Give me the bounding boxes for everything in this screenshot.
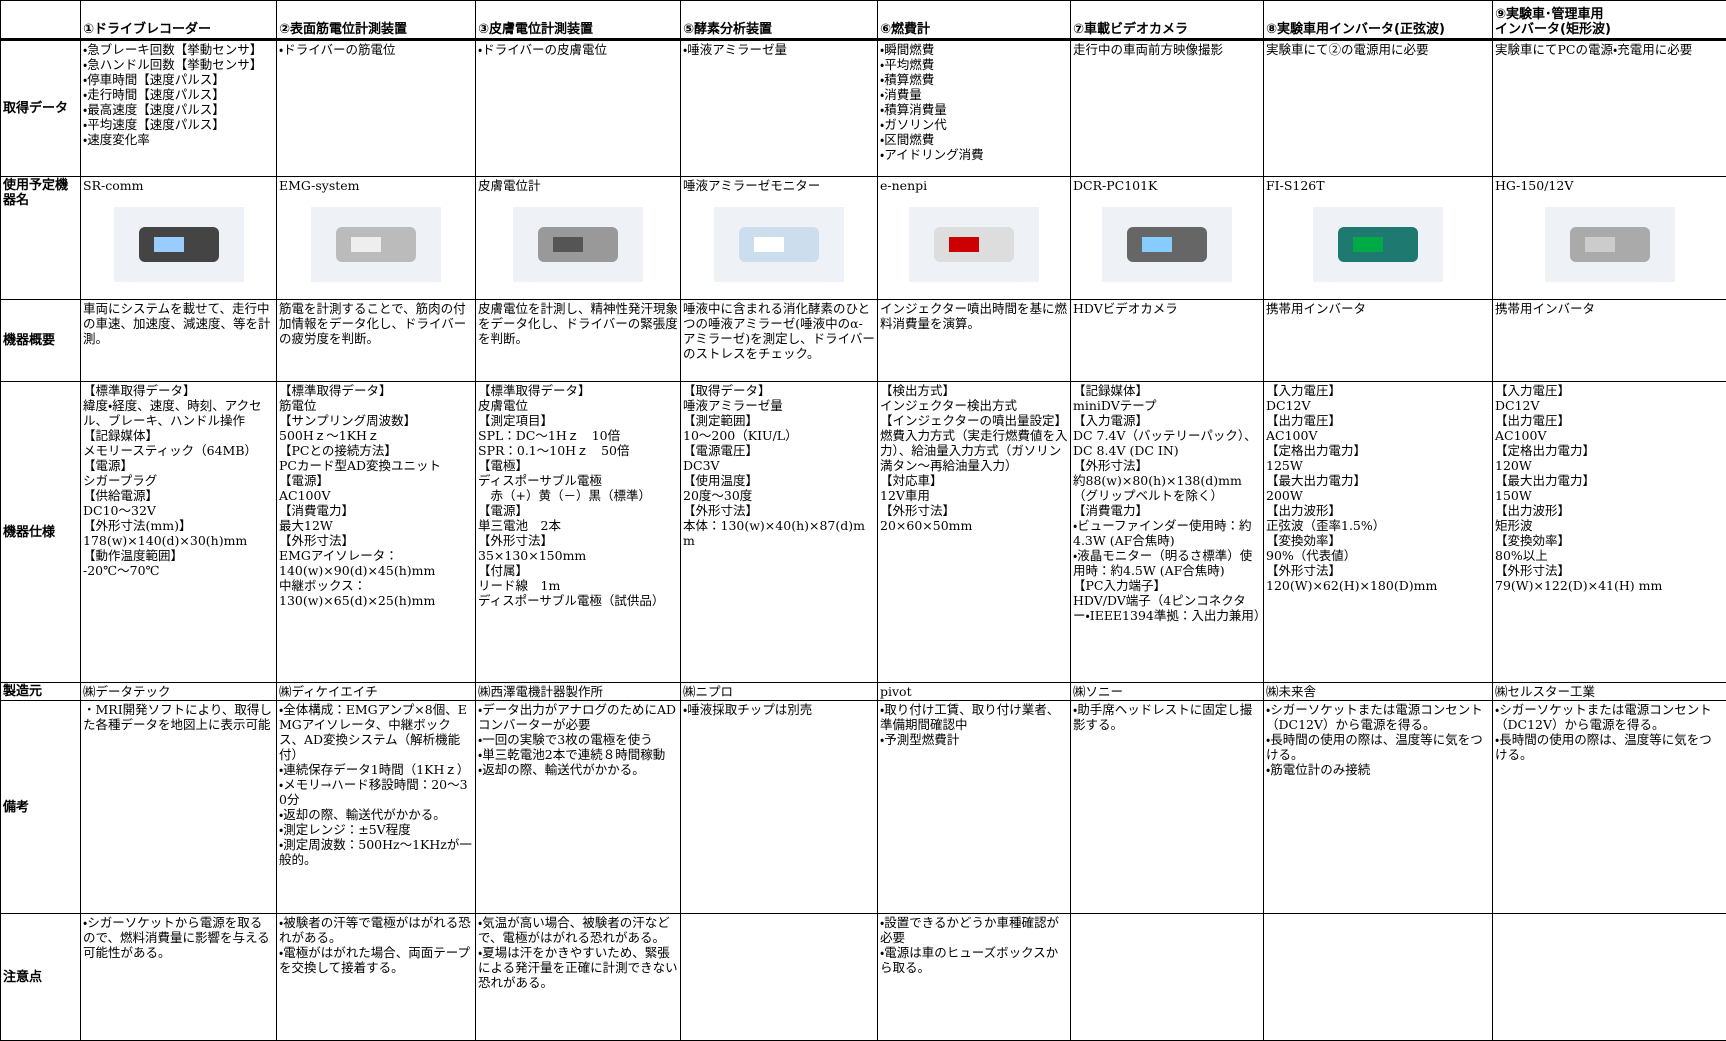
column-header: ⑧実験車用インバータ(正弦波) xyxy=(1264,1,1493,40)
cell: 実験車にてPCの電源・充電用に必要 xyxy=(1493,40,1726,177)
device-photo xyxy=(94,197,264,292)
cell: e-nenpi xyxy=(878,177,1071,300)
cell: ・唾液アミラーゼ量 xyxy=(681,40,878,177)
table-row: 機器仕様【標準取得データ】 緯度・経度、速度、時刻、アクセル、ブレーキ、ハンドル… xyxy=(1,382,1726,683)
column-header: ⑤酵素分析装置 xyxy=(681,1,878,40)
cell: 皮膚電位計 xyxy=(476,177,681,300)
device-name: e-nenpi xyxy=(880,178,1068,193)
cell: ㈱ディケイエイチ xyxy=(277,683,476,701)
cell: ㈱セルスター工業 xyxy=(1493,683,1726,701)
device-name: SR-comm xyxy=(83,178,274,193)
cell: 【入力電圧】 DC12V 【出力電圧】 AC100V 【定格出力電力】 120W… xyxy=(1493,382,1726,683)
cell: ・急ブレーキ回数【挙動センサ】 ・急ハンドル回数【挙動センサ】 ・停車時間【速度… xyxy=(81,40,277,177)
cell: ・唾液採取チップは別売 xyxy=(681,701,878,914)
device-photo xyxy=(694,197,864,292)
cell: ・MRI開発ソフトにより、取得した各種データを地図上に表示可能 xyxy=(81,701,277,914)
cell: ・シガーソケットまたは電源コンセント（DC12V）から電源を得る。 ・長時間の使… xyxy=(1493,701,1726,914)
cell: 車両にシステムを載せて、走行中の車速、加速度、減速度、等を計測。 xyxy=(81,300,277,382)
cell: ・気温が高い場合、被験者の汗などで、電極がはがれる恐れがある。 ・夏場は汗をかき… xyxy=(476,914,681,1041)
cell: SR-comm xyxy=(81,177,277,300)
column-header: ①ドライブレコーダー xyxy=(81,1,277,40)
cell: 携帯用インバータ xyxy=(1493,300,1726,382)
cell: ・シガーソケットから電源を取るので、燃料消費量に影響を与える可能性がある。 xyxy=(81,914,277,1041)
device-name: 唾液アミラーゼモニター xyxy=(683,178,875,193)
device-name: FI-S126T xyxy=(1266,178,1490,193)
cell: ・シガーソケットまたは電源コンセント（DC12V）から電源を得る。 ・長時間の使… xyxy=(1264,701,1493,914)
cell: ・全体構成：EMGアンプ×8個、EMGアイソレータ、中継ボックス、AD変換システ… xyxy=(277,701,476,914)
cell: ・ドライバーの筋電位 xyxy=(277,40,476,177)
row-label: 機器仕様 xyxy=(1,382,81,683)
cell: ・設置できるかどうか車種確認が必要 ・電源は車のヒューズボックスから取る。 xyxy=(878,914,1071,1041)
table-row: 取得データ・急ブレーキ回数【挙動センサ】 ・急ハンドル回数【挙動センサ】 ・停車… xyxy=(1,40,1726,177)
cell: DCR-PC101K xyxy=(1071,177,1264,300)
cell: インジェクター噴出時間を基に燃料消費量を演算。 xyxy=(878,300,1071,382)
device-name: HG-150/12V xyxy=(1495,178,1724,193)
empty-cell xyxy=(1493,914,1726,1041)
device-photo xyxy=(1525,197,1695,292)
cell: HDVビデオカメラ xyxy=(1071,300,1264,382)
row-label: 取得データ xyxy=(1,40,81,177)
cell: 走行中の車両前方映像撮影 xyxy=(1071,40,1264,177)
cell: ・データ出力がアナログのためにADコンバーターが必要 ・一回の実験で3枚の電極を… xyxy=(476,701,681,914)
row-label: 製造元 xyxy=(1,683,81,701)
row-label: 備考 xyxy=(1,701,81,914)
cell: pivot xyxy=(878,683,1071,701)
device-photo xyxy=(493,197,663,292)
cell: ・瞬間燃費 ・平均燃費 ・積算燃費 ・消費量 ・積算消費量 ・ガソリン代 ・区間… xyxy=(878,40,1071,177)
cell: 【検出方式】 インジェクター検出方式 【インジェクターの噴出量設定】 燃費入力方… xyxy=(878,382,1071,683)
table-row: 備考・MRI開発ソフトにより、取得した各種データを地図上に表示可能・全体構成：E… xyxy=(1,701,1726,914)
cell: 唾液中に含まれる消化酵素のひとつの唾液アミラーゼ(唾液中のα-アミラーゼ)を測定… xyxy=(681,300,878,382)
device-name: 皮膚電位計 xyxy=(478,178,678,193)
empty-cell xyxy=(1264,914,1493,1041)
table-row: 機器概要車両にシステムを載せて、走行中の車速、加速度、減速度、等を計測。筋電を計… xyxy=(1,300,1726,382)
cell: 携帯用インバータ xyxy=(1264,300,1493,382)
cell: ㈱ソニー xyxy=(1071,683,1264,701)
row-label: 使用予定機器名 xyxy=(1,177,81,300)
cell: 【取得データ】 唾液アミラーゼ量 【測定範囲】 10～200（KIU/L） 【電… xyxy=(681,382,878,683)
cell: ・ドライバーの皮膚電位 xyxy=(476,40,681,177)
cell: 【標準取得データ】 緯度・経度、速度、時刻、アクセル、ブレーキ、ハンドル操作 【… xyxy=(81,382,277,683)
cell: ・助手席ヘッドレストに固定し撮影する。 xyxy=(1071,701,1264,914)
cell: 筋電を計測することで、筋肉の付加情報をデータ化し、ドライバーの疲労度を判断。 xyxy=(277,300,476,382)
cell: ㈱データテック xyxy=(81,683,277,701)
cell: EMG-system xyxy=(277,177,476,300)
cell: ㈱未来舎 xyxy=(1264,683,1493,701)
cell: FI-S126T xyxy=(1264,177,1493,300)
device-name: DCR-PC101K xyxy=(1073,178,1261,193)
cell: HG-150/12V xyxy=(1493,177,1726,300)
row-label: 機器概要 xyxy=(1,300,81,382)
column-header: ⑨実験車･管理車用 インバータ(矩形波) xyxy=(1493,1,1726,40)
column-header: ⑥燃費計 xyxy=(878,1,1071,40)
cell: 実験車にて②の電源用に必要 xyxy=(1264,40,1493,177)
corner-cell xyxy=(1,1,81,40)
device-name: EMG-system xyxy=(279,178,473,193)
empty-cell xyxy=(1071,914,1264,1041)
column-header: ②表面筋電位計測装置 xyxy=(277,1,476,40)
cell: ・取り付け工賃、取り付け業者、準備期間確認中 ・予測型燃費計 xyxy=(878,701,1071,914)
column-header: ③皮膚電位計測装置 xyxy=(476,1,681,40)
cell: 【標準取得データ】 皮膚電位 【測定項目】 SPL：DC～1Hｚ 10倍 SPR… xyxy=(476,382,681,683)
table-row: 注意点・シガーソケットから電源を取るので、燃料消費量に影響を与える可能性がある。… xyxy=(1,914,1726,1041)
cell: 唾液アミラーゼモニター xyxy=(681,177,878,300)
cell: 【標準取得データ】 筋電位 【サンプリング周波数】 500Hｚ～1KHｚ 【PC… xyxy=(277,382,476,683)
cell: ・被験者の汗等で電極がはがれる恐れがある。 ・電極がはがれた場合、両面テープを交… xyxy=(277,914,476,1041)
column-header: ⑦車載ビデオカメラ xyxy=(1071,1,1264,40)
device-photo xyxy=(1293,197,1463,292)
device-photo xyxy=(291,197,461,292)
device-photo xyxy=(889,197,1059,292)
row-label: 注意点 xyxy=(1,914,81,1041)
empty-cell xyxy=(681,914,878,1041)
cell: 皮膚電位を計測し、精神性発汗現象をデータ化し、ドライバーの緊張度を判断。 xyxy=(476,300,681,382)
cell: 【入力電圧】 DC12V 【出力電圧】 AC100V 【定格出力電力】 125W… xyxy=(1264,382,1493,683)
cell: ㈱ニプロ xyxy=(681,683,878,701)
device-photo xyxy=(1082,197,1252,292)
cell: ㈱西澤電機計器製作所 xyxy=(476,683,681,701)
cell: 【記録媒体】 miniDVテープ 【入力電源】 DC 7.4V（バッテリーパック… xyxy=(1071,382,1264,683)
